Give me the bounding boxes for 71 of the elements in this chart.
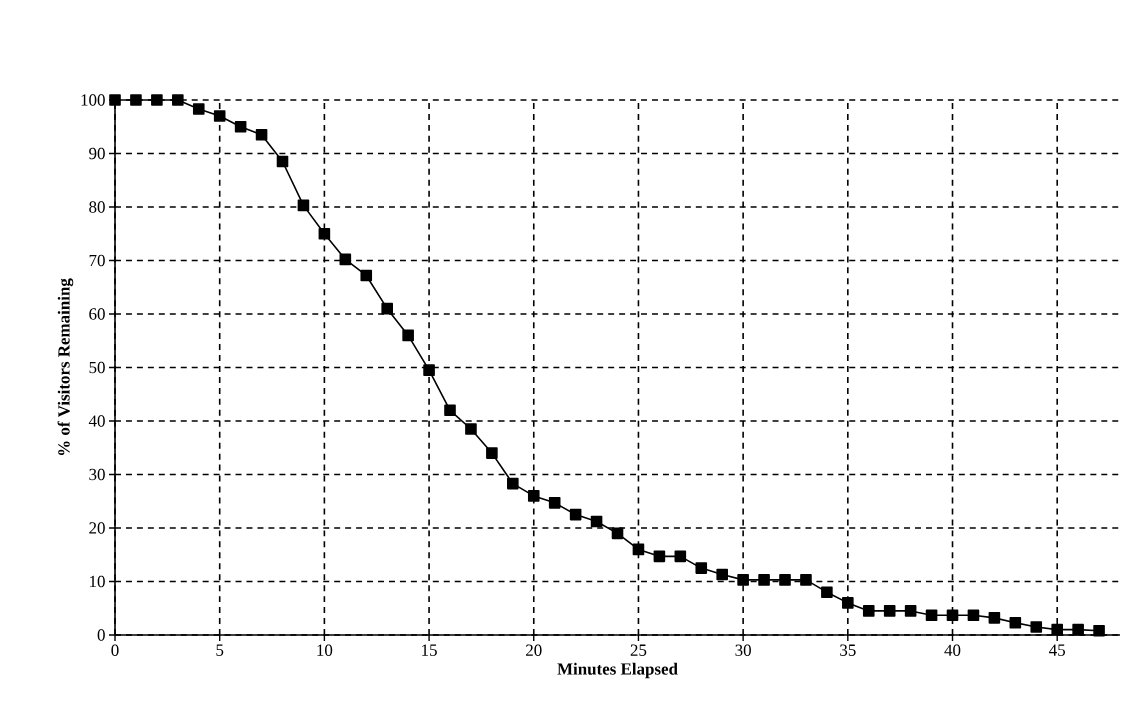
x-tick-label: 40 <box>944 644 961 656</box>
point <box>716 568 728 581</box>
point <box>925 609 938 621</box>
point <box>590 515 603 528</box>
point <box>444 404 456 417</box>
point <box>255 128 268 141</box>
point <box>883 605 896 617</box>
x-tick-label: 5 <box>216 644 224 656</box>
point <box>1093 624 1105 637</box>
point <box>381 302 393 315</box>
y-tick-label: 70 <box>89 254 105 267</box>
point <box>611 527 624 540</box>
y-tick-label: 40 <box>88 415 105 427</box>
point <box>507 477 519 490</box>
point <box>737 574 749 586</box>
point <box>1072 623 1084 636</box>
point <box>1030 621 1043 633</box>
point <box>821 586 833 598</box>
point <box>151 94 163 106</box>
x-tick-label: 15 <box>422 644 437 656</box>
point <box>800 574 812 586</box>
y-tick-label: 50 <box>89 361 105 374</box>
point <box>674 550 687 563</box>
y-tick-label: 100 <box>81 94 105 106</box>
y-axis-title: % of Visitors Remaining <box>57 278 74 456</box>
x-tick-label: 45 <box>1049 644 1066 656</box>
x-tick-label: 30 <box>735 644 751 656</box>
x-tick-label: 20 <box>526 644 542 656</box>
point <box>297 199 310 212</box>
y-tick-label: 0 <box>97 629 105 641</box>
point <box>695 562 708 574</box>
point <box>192 103 205 115</box>
point <box>465 423 477 435</box>
point <box>423 364 435 376</box>
point <box>360 269 373 282</box>
point <box>527 490 540 502</box>
y-tick-label: 60 <box>89 308 105 320</box>
point <box>130 94 142 106</box>
point <box>172 94 184 106</box>
point <box>653 550 666 563</box>
point <box>758 574 770 586</box>
point <box>1051 623 1063 636</box>
x-tick-label: 10 <box>317 644 333 656</box>
y-tick-label: 30 <box>89 468 105 481</box>
point <box>904 605 917 617</box>
point <box>318 227 331 240</box>
point <box>234 120 247 133</box>
y-tick-label: 90 <box>89 147 105 160</box>
x-axis-title: Minutes Elapsed <box>557 662 678 679</box>
point <box>862 605 875 617</box>
point <box>632 543 645 556</box>
point <box>109 94 121 106</box>
point <box>548 497 561 509</box>
point <box>967 609 980 621</box>
point <box>988 612 1001 624</box>
point <box>842 597 854 609</box>
point <box>946 609 959 621</box>
x-tick-label: 25 <box>630 644 647 656</box>
point <box>276 155 289 168</box>
point <box>1009 616 1022 629</box>
point <box>779 574 791 586</box>
x-tick-label: 35 <box>840 644 856 656</box>
y-tick-label: 10 <box>90 575 105 588</box>
point <box>339 253 352 266</box>
point <box>486 447 498 459</box>
y-tick-label: 20 <box>89 522 105 534</box>
point <box>402 329 414 342</box>
y-tick-label: 80 <box>89 201 105 213</box>
x-tick-label: 0 <box>111 644 119 656</box>
point <box>569 508 582 521</box>
point <box>213 110 226 122</box>
